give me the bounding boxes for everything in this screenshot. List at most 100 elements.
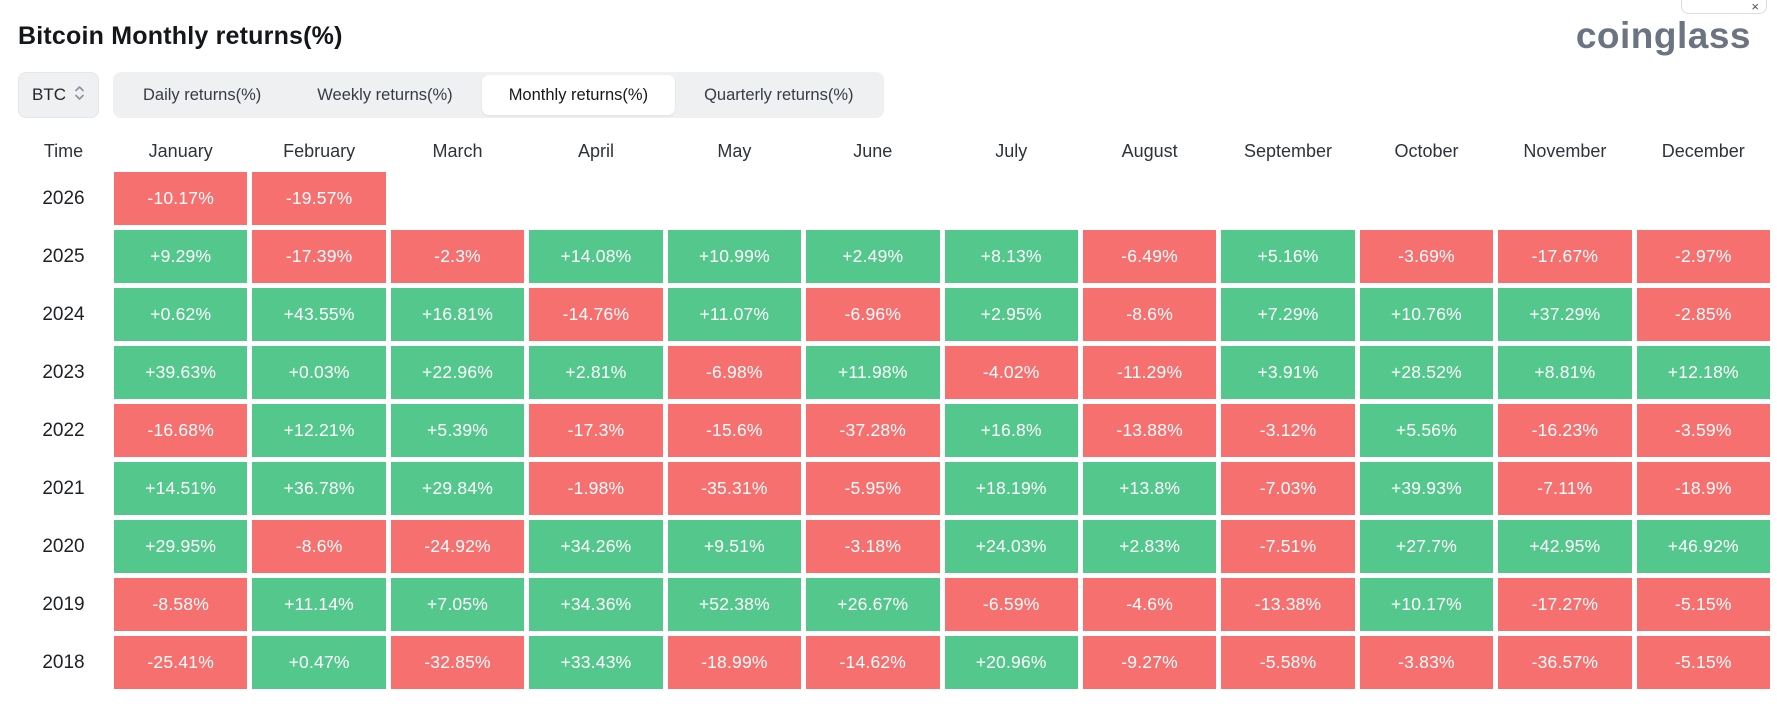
return-cell: -18.99% bbox=[667, 636, 802, 689]
column-header-time: Time bbox=[43, 140, 84, 161]
returns-table: 2026 -10.17% -19.57% 2025 +9.29% -17.39% -2.3%… bbox=[0, 172, 1777, 689]
return-cell: -6.98% bbox=[667, 346, 802, 399]
tab-daily[interactable]: Daily returns(%) bbox=[116, 75, 288, 115]
return-cell: -17.27% bbox=[1498, 578, 1632, 631]
table-header: Time January February March April May June July… bbox=[0, 130, 1777, 172]
returns-tab-bar: Daily returns(%) Weekly returns(%) Monthly… bbox=[113, 72, 884, 118]
updown-chevrons-icon bbox=[74, 84, 85, 107]
return-cell: -8.6% bbox=[1082, 288, 1217, 341]
return-cell: +13.8% bbox=[1082, 462, 1217, 515]
empty-cell bbox=[1360, 172, 1493, 225]
return-cell: -9.27% bbox=[1082, 636, 1217, 689]
table-row-2018: 2018 -25.41% +0.47% -32.85% +33.43% -18.99% -1… bbox=[18, 636, 1770, 689]
symbol-select[interactable]: BTC bbox=[18, 72, 99, 118]
empty-cell bbox=[1083, 172, 1216, 225]
return-cell: +0.47% bbox=[252, 636, 386, 689]
return-cell: +22.96% bbox=[390, 346, 525, 399]
return-cell: -14.76% bbox=[529, 288, 663, 341]
empty-cell bbox=[1221, 172, 1354, 225]
page-title: Bitcoin Monthly returns(%) bbox=[18, 22, 343, 50]
return-cell: -3.59% bbox=[1636, 404, 1770, 457]
empty-cell bbox=[668, 172, 801, 225]
page-header: Bitcoin Monthly returns(%) coinglass bbox=[0, 0, 1777, 62]
return-cell: -2.85% bbox=[1636, 288, 1770, 341]
tab-weekly[interactable]: Weekly returns(%) bbox=[290, 75, 479, 115]
close-icon[interactable]: × bbox=[1751, 0, 1759, 14]
column-header-november: November bbox=[1523, 140, 1607, 161]
return-cell: -4.6% bbox=[1082, 578, 1217, 631]
return-cell: -25.41% bbox=[114, 636, 248, 689]
return-cell: +3.91% bbox=[1221, 346, 1355, 399]
return-cell: +33.43% bbox=[529, 636, 663, 689]
year-label: 2019 bbox=[42, 593, 85, 615]
return-cell: +52.38% bbox=[667, 578, 802, 631]
return-cell: +36.78% bbox=[252, 462, 386, 515]
return-cell: +39.63% bbox=[114, 346, 248, 399]
return-cell: +34.26% bbox=[529, 520, 663, 573]
return-cell: -2.3% bbox=[390, 230, 525, 283]
return-cell: -15.6% bbox=[667, 404, 802, 457]
return-cell: -3.69% bbox=[1359, 230, 1494, 283]
return-cell: +26.67% bbox=[806, 578, 940, 631]
return-cell: -5.58% bbox=[1221, 636, 1355, 689]
return-cell: +10.99% bbox=[667, 230, 802, 283]
return-cell: -2.97% bbox=[1636, 230, 1770, 283]
return-cell: +18.19% bbox=[944, 462, 1078, 515]
return-cell: -32.85% bbox=[390, 636, 525, 689]
return-cell: -7.11% bbox=[1498, 462, 1632, 515]
return-cell: +39.93% bbox=[1359, 462, 1494, 515]
return-cell: +16.8% bbox=[944, 404, 1078, 457]
column-header-may: May bbox=[717, 140, 752, 161]
empty-cell bbox=[945, 172, 1078, 225]
year-label: 2020 bbox=[42, 535, 85, 557]
return-cell: -6.96% bbox=[806, 288, 940, 341]
return-cell: +24.03% bbox=[944, 520, 1078, 573]
return-cell: +14.51% bbox=[114, 462, 248, 515]
tab-monthly[interactable]: Monthly returns(%) bbox=[481, 75, 676, 115]
return-cell: -6.59% bbox=[944, 578, 1078, 631]
return-cell: -16.68% bbox=[114, 404, 248, 457]
table-row-2024: 2024 +0.62% +43.55% +16.81% -14.76% +11.07% -6… bbox=[18, 288, 1770, 341]
return-cell: +12.18% bbox=[1636, 346, 1770, 399]
year-label: 2024 bbox=[42, 303, 85, 325]
return-cell: -24.92% bbox=[390, 520, 525, 573]
return-cell: +10.17% bbox=[1359, 578, 1494, 631]
coinglass-logo: coinglass bbox=[1575, 15, 1751, 56]
table-row-2025: 2025 +9.29% -17.39% -2.3% +14.08% +10.99% +2.4… bbox=[18, 230, 1770, 283]
return-cell: +28.52% bbox=[1359, 346, 1494, 399]
return-cell: +2.81% bbox=[529, 346, 663, 399]
return-cell: -17.39% bbox=[252, 230, 386, 283]
return-cell: +11.07% bbox=[667, 288, 802, 341]
return-cell: -3.83% bbox=[1359, 636, 1494, 689]
return-cell: +5.39% bbox=[390, 404, 525, 457]
return-cell: -17.3% bbox=[529, 404, 663, 457]
empty-cell bbox=[1637, 172, 1770, 225]
column-header-march: March bbox=[432, 140, 483, 161]
year-label: 2023 bbox=[42, 361, 85, 383]
column-header-july: July bbox=[995, 140, 1028, 161]
return-cell: -11.29% bbox=[1082, 346, 1217, 399]
return-cell: -13.88% bbox=[1082, 404, 1217, 457]
return-cell: -19.57% bbox=[252, 172, 386, 225]
tab-quarterly[interactable]: Quarterly returns(%) bbox=[677, 75, 880, 115]
return-cell: +0.03% bbox=[252, 346, 386, 399]
return-cell: +8.13% bbox=[944, 230, 1078, 283]
return-cell: +7.05% bbox=[390, 578, 525, 631]
table-row-2022: 2022 -16.68% +12.21% +5.39% -17.3% -15.6% -37.… bbox=[18, 404, 1770, 457]
return-cell: +7.29% bbox=[1221, 288, 1355, 341]
year-label: 2022 bbox=[42, 419, 85, 441]
return-cell: +27.7% bbox=[1359, 520, 1494, 573]
column-header-august: August bbox=[1121, 140, 1178, 161]
year-label: 2021 bbox=[42, 477, 85, 499]
return-cell: -14.62% bbox=[806, 636, 940, 689]
return-cell: -16.23% bbox=[1498, 404, 1632, 457]
table-row-2021: 2021 +14.51% +36.78% +29.84% -1.98% -35.31% -5… bbox=[18, 462, 1770, 515]
return-cell: +37.29% bbox=[1498, 288, 1632, 341]
return-cell: -3.12% bbox=[1221, 404, 1355, 457]
return-cell: -10.17% bbox=[114, 172, 248, 225]
return-cell: -8.6% bbox=[252, 520, 386, 573]
return-cell: +5.16% bbox=[1221, 230, 1355, 283]
return-cell: +14.08% bbox=[529, 230, 663, 283]
return-cell: +29.84% bbox=[390, 462, 525, 515]
return-cell: +10.76% bbox=[1359, 288, 1494, 341]
